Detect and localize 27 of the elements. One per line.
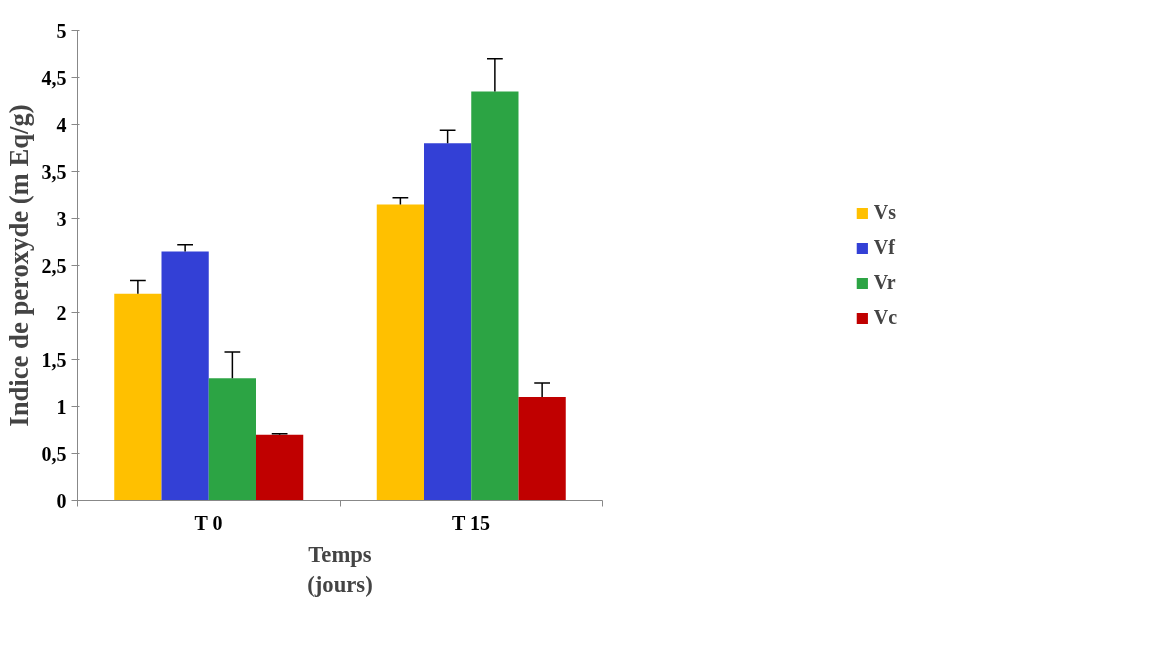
y-tick-label: 5 — [56, 19, 67, 42]
y-tick-label: 4,5 — [41, 66, 67, 89]
bar — [256, 434, 304, 501]
bar — [114, 293, 162, 501]
bar — [471, 91, 519, 501]
bar — [424, 143, 472, 501]
bar — [518, 397, 566, 501]
legend-label: Vf — [873, 236, 895, 259]
y-tick-label: 2 — [56, 301, 67, 324]
y-tick-label: 1,5 — [41, 348, 67, 371]
bar — [161, 251, 209, 501]
x-tick-label: T 15 — [452, 511, 491, 534]
y-tick-label: 3 — [56, 207, 67, 230]
y-tick-label: 2,5 — [41, 254, 67, 277]
legend-label: Vr — [873, 271, 896, 294]
legend-label: Vc — [873, 306, 898, 329]
y-tick-label: 4 — [56, 113, 67, 136]
x-axis-title: Temps (jours) — [307, 541, 373, 597]
bar — [376, 204, 424, 501]
y-tick-label: 0,5 — [41, 442, 67, 465]
y-tick-label: 0 — [56, 489, 67, 512]
y-tick-label: 1 — [56, 395, 67, 418]
y-axis-title: Indice de peroxyde (m Eq/g) — [3, 104, 34, 427]
legend-label: Vs — [873, 201, 897, 224]
bar — [208, 378, 256, 501]
x-tick-label: T 0 — [194, 511, 223, 534]
y-tick-label: 3,5 — [41, 160, 67, 183]
